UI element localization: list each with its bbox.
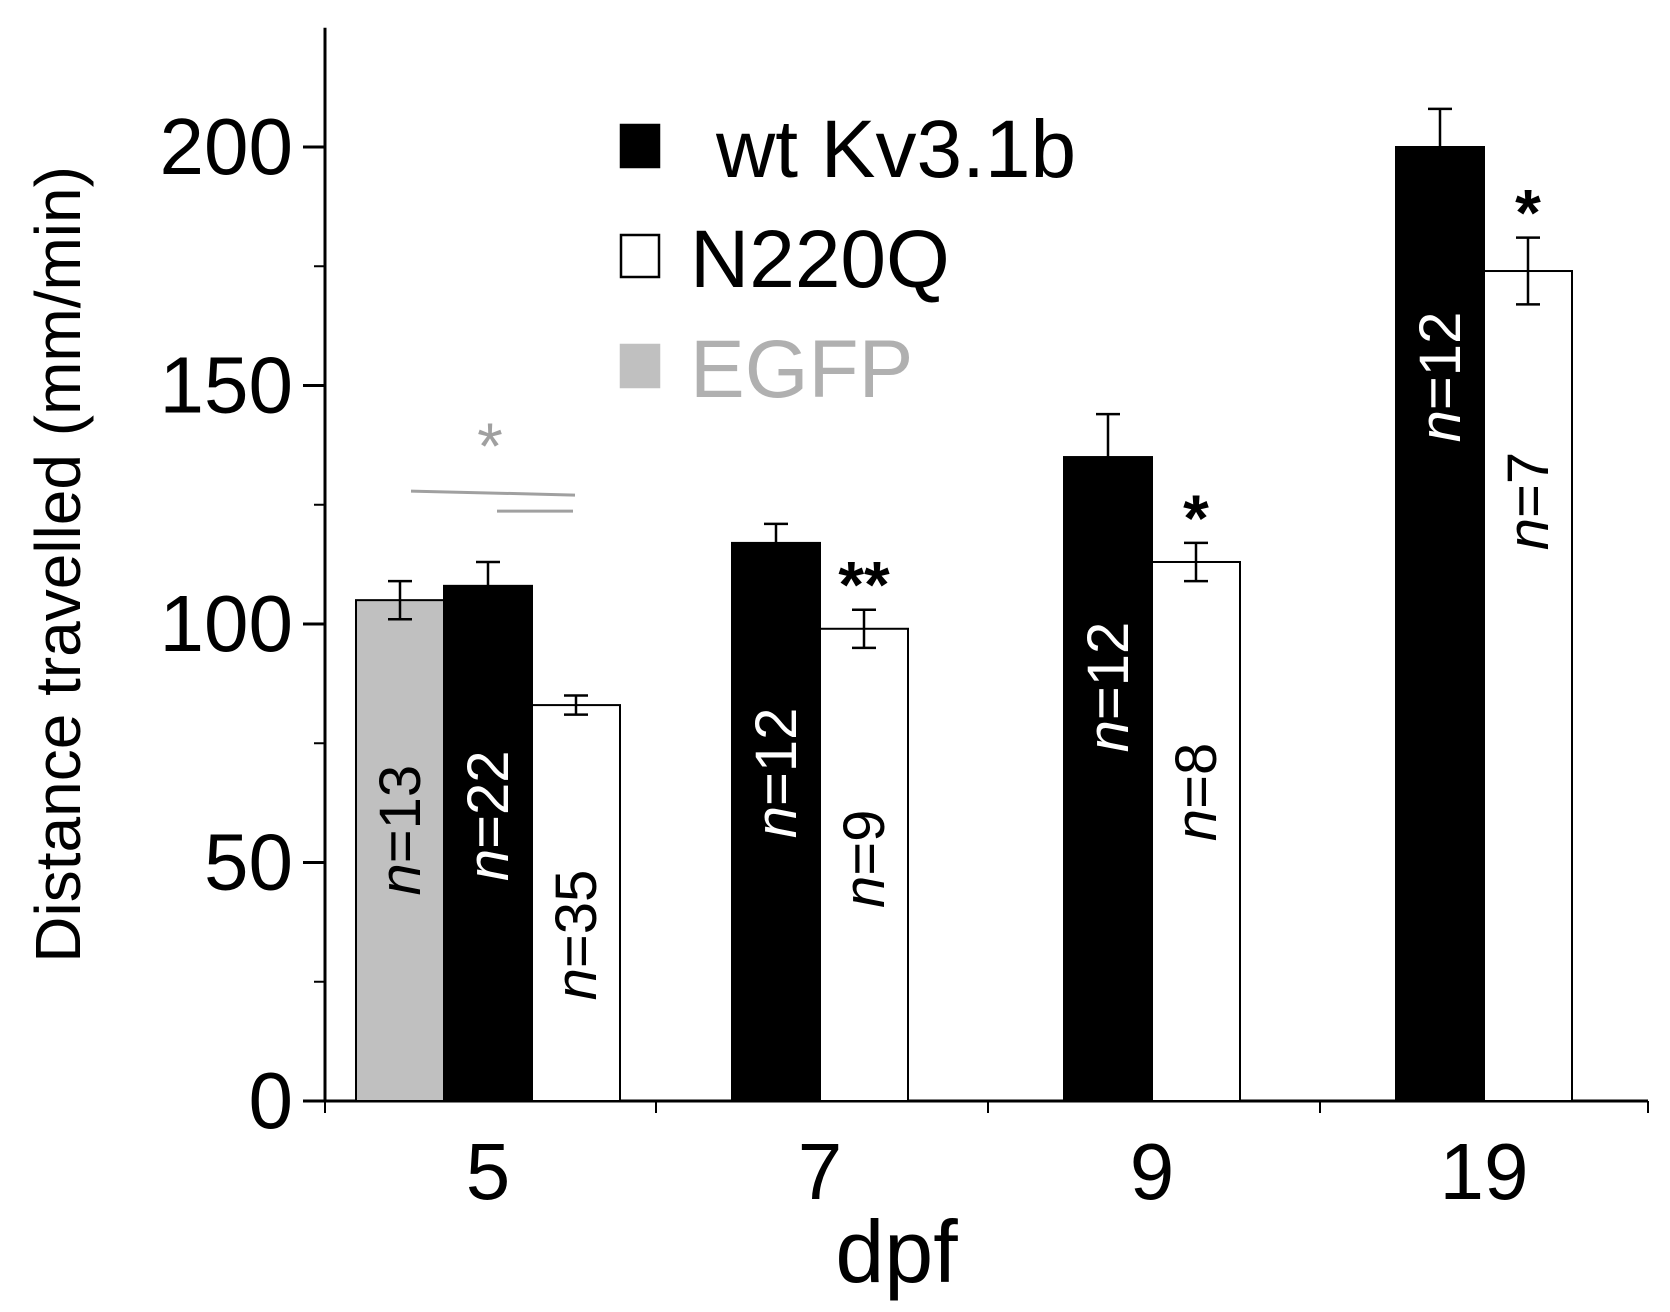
n-label-symbol: n <box>1164 809 1229 841</box>
significance-marker: * <box>1515 176 1541 250</box>
n-label: n=22 <box>456 751 521 882</box>
bar <box>1151 560 1241 1102</box>
y-tick-label: 200 <box>160 102 293 191</box>
x-tick-label: 9 <box>1130 1127 1175 1216</box>
legend-label: wt Kv3.1b <box>715 104 1076 195</box>
n-label-value: =12 <box>1408 312 1473 410</box>
n-label-symbol: n <box>1076 720 1141 752</box>
n-label-symbol: n <box>744 806 809 838</box>
bar <box>531 704 621 1103</box>
y-tick-label: 0 <box>249 1056 294 1145</box>
n-label-value: =12 <box>744 708 809 806</box>
n-label: n=8 <box>1164 743 1229 841</box>
legend: wt Kv3.1b N220Q EGFP <box>619 104 1076 415</box>
bar <box>1483 270 1573 1102</box>
n-label-value: =8 <box>1164 743 1229 809</box>
legend-swatch <box>619 123 661 169</box>
significance-marker: * <box>477 409 503 483</box>
significance-marker: ** <box>838 548 890 622</box>
n-label-symbol: n <box>368 863 433 895</box>
legend-label: EGFP <box>690 324 913 415</box>
legend-swatch <box>619 343 661 389</box>
n-label-value: =13 <box>368 765 433 863</box>
significance-marker: * <box>1183 481 1209 555</box>
x-tick-label: 19 <box>1440 1127 1529 1216</box>
n-label-value: =35 <box>544 870 609 968</box>
legend-swatch <box>619 233 661 279</box>
significance-bracket <box>410 489 576 497</box>
n-label-symbol: n <box>544 968 609 1000</box>
bars: n=13n=22n=35n=12n=9n=12n=8n=12n=7 <box>355 107 1573 1103</box>
n-label-symbol: n <box>832 876 897 908</box>
n-label-value: =12 <box>1076 622 1141 720</box>
n-label-value: =7 <box>1496 452 1561 518</box>
annotations: ***** <box>410 176 1541 622</box>
bar <box>355 599 445 1103</box>
y-tick-label: 50 <box>204 818 293 907</box>
bar <box>1395 146 1485 1102</box>
n-label: n=13 <box>368 765 433 896</box>
n-label: n=12 <box>1408 312 1473 443</box>
n-label: n=7 <box>1496 452 1561 550</box>
n-label-symbol: n <box>1496 518 1561 550</box>
n-label: n=12 <box>744 708 809 839</box>
x-axis-label: dpf <box>835 1202 958 1301</box>
x-tick-label: 7 <box>798 1127 843 1216</box>
n-label: n=12 <box>1076 622 1141 753</box>
bar <box>819 627 909 1103</box>
n-label-symbol: n <box>456 849 521 881</box>
legend-label: N220Q <box>690 214 950 305</box>
n-label: n=35 <box>544 870 609 1001</box>
y-tick-label: 100 <box>160 579 293 668</box>
x-tick-label: 5 <box>466 1127 511 1216</box>
axes: 0 50 100 150 200 5 7 9 19 dpf Distance travelled (… <box>22 27 1649 1301</box>
n-label: n=9 <box>832 810 897 908</box>
bar <box>1063 456 1153 1102</box>
y-tick-label: 150 <box>160 341 293 430</box>
n-label-symbol: n <box>1408 410 1473 442</box>
n-label-value: =22 <box>456 751 521 849</box>
n-label-value: =9 <box>832 810 897 876</box>
y-axis-label: Distance travelled (mm/min) <box>22 166 94 963</box>
